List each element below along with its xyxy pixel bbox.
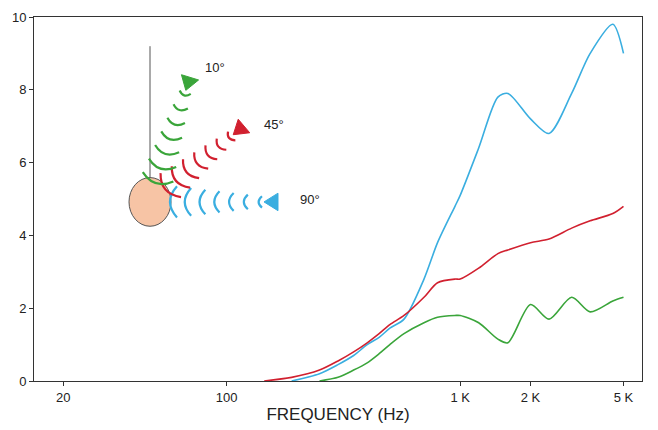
svg-text:20: 20: [56, 390, 70, 405]
svg-text:5 K: 5 K: [614, 390, 634, 405]
svg-text:10°: 10°: [205, 60, 225, 75]
svg-text:100: 100: [216, 390, 238, 405]
svg-text:2: 2: [19, 301, 26, 316]
svg-text:2 K: 2 K: [521, 390, 541, 405]
svg-text:0: 0: [19, 374, 26, 389]
svg-text:8: 8: [19, 82, 26, 97]
svg-text:1 K: 1 K: [450, 390, 470, 405]
svg-text:10: 10: [12, 10, 26, 25]
svg-text:90°: 90°: [300, 192, 320, 207]
svg-text:6: 6: [19, 155, 26, 170]
svg-text:45°: 45°: [264, 117, 284, 132]
svg-text:FREQUENCY (Hz): FREQUENCY (Hz): [266, 405, 409, 424]
svg-text:4: 4: [19, 228, 26, 243]
